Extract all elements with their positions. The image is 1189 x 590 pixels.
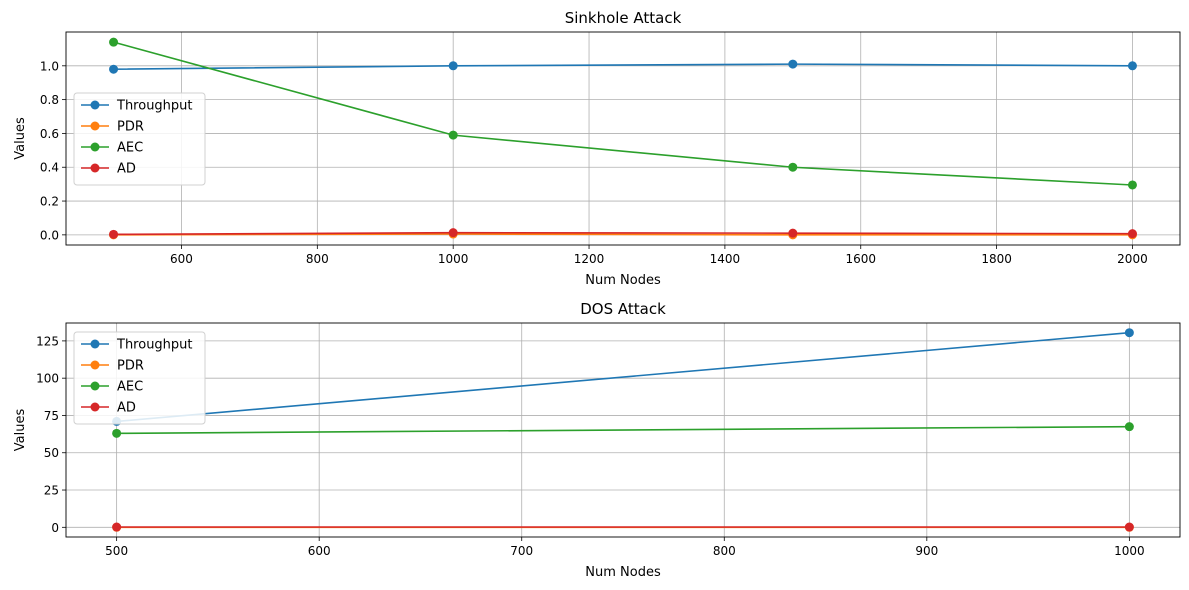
y-axis-label: Values — [13, 409, 28, 452]
legend-label: Throughput — [116, 99, 193, 114]
series-line-pdr — [113, 233, 1133, 236]
x-axis-label: Num Nodes — [585, 273, 661, 288]
series-line-ad — [113, 231, 1133, 236]
legend-swatch-marker — [90, 121, 100, 131]
series-line-aec — [113, 41, 1133, 186]
x-tick-label: 1200 — [574, 252, 605, 266]
x-tick-label: 1600 — [845, 252, 876, 266]
series-line-aec — [116, 425, 1130, 435]
y-tick-label: 75 — [44, 409, 59, 423]
data-point-ad — [1127, 229, 1137, 239]
series-line-throughput — [116, 331, 1130, 423]
x-tick-label: 800 — [306, 252, 329, 266]
data-point-aec — [109, 37, 119, 47]
chart-panel-2: 500 600 700 800 900 1000 0 25 50 75 100 125 DOS Atta… — [13, 300, 1181, 580]
plot-frame — [65, 322, 1181, 538]
legend: Throughput PDR AEC AD — [73, 92, 206, 186]
data-point-aec — [1124, 422, 1134, 432]
legend-label: AD — [117, 401, 136, 416]
data-point-ad — [1124, 522, 1134, 532]
x-tick-label: 500 — [105, 544, 128, 558]
series-line-throughput — [113, 63, 1133, 70]
data-point-throughput — [1127, 61, 1137, 71]
legend-label: Throughput — [116, 338, 193, 353]
legend-label: AD — [117, 162, 136, 177]
data-point-ad — [112, 522, 122, 532]
legend-swatch-marker — [90, 142, 100, 152]
data-point-throughput — [788, 59, 798, 69]
x-tick-label: 700 — [510, 544, 533, 558]
x-tick-label: 1000 — [438, 252, 469, 266]
y-tick-label: 125 — [36, 334, 59, 348]
data-point-throughput — [1124, 328, 1134, 338]
x-tick-label: 2000 — [1117, 252, 1148, 266]
y-tick-label: 0.8 — [40, 93, 59, 107]
x-tick-label: 800 — [713, 544, 736, 558]
legend-label: PDR — [117, 120, 144, 135]
data-point-aec — [448, 130, 458, 140]
plot-frame — [65, 31, 1181, 246]
legend-swatch-marker — [90, 100, 100, 110]
legend-box — [73, 92, 206, 186]
data-point-aec — [1127, 180, 1137, 190]
y-tick-label: 0.4 — [40, 161, 59, 175]
legend-label: AEC — [117, 380, 143, 395]
chart-title: Sinkhole Attack — [565, 9, 682, 27]
data-point-ad — [109, 229, 119, 239]
y-tick-label: 0.0 — [40, 228, 59, 242]
data-point-aec — [112, 428, 122, 438]
y-axis-label: Values — [13, 117, 28, 160]
legend-swatch-marker — [90, 339, 100, 349]
legend-swatch-marker — [90, 360, 100, 370]
y-tick-label: 0 — [51, 521, 59, 535]
x-tick-label: 1800 — [981, 252, 1012, 266]
chart-panel-1: 600 800 1000 1200 1400 1600 1800 2000 0.0 0.2 0.4 0… — [13, 9, 1181, 288]
x-tick-label: 900 — [915, 544, 938, 558]
x-tick-label: 600 — [170, 252, 193, 266]
y-tick-label: 0.6 — [40, 127, 59, 141]
data-point-aec — [788, 162, 798, 172]
y-tick-label: 1.0 — [40, 59, 59, 73]
data-point-ad — [448, 228, 458, 238]
data-point-throughput — [448, 61, 458, 71]
legend-swatch-marker — [90, 381, 100, 391]
legend-label: PDR — [117, 359, 144, 374]
y-tick-label: 0.2 — [40, 195, 59, 209]
y-tick-label: 50 — [44, 446, 59, 460]
y-tick-label: 100 — [36, 372, 59, 386]
x-tick-label: 1000 — [1114, 544, 1145, 558]
chart-title: DOS Attack — [580, 300, 666, 318]
x-tick-label: 600 — [308, 544, 331, 558]
data-point-ad — [788, 228, 798, 238]
x-axis-label: Num Nodes — [585, 565, 661, 580]
legend-box — [73, 331, 206, 425]
legend-swatch-marker — [90, 163, 100, 173]
legend: Throughput PDR AEC AD — [73, 331, 206, 425]
x-tick-label: 1400 — [710, 252, 741, 266]
legend-swatch-marker — [90, 402, 100, 412]
data-point-throughput — [109, 64, 119, 74]
legend-label: AEC — [117, 141, 143, 156]
y-tick-label: 25 — [44, 484, 59, 498]
